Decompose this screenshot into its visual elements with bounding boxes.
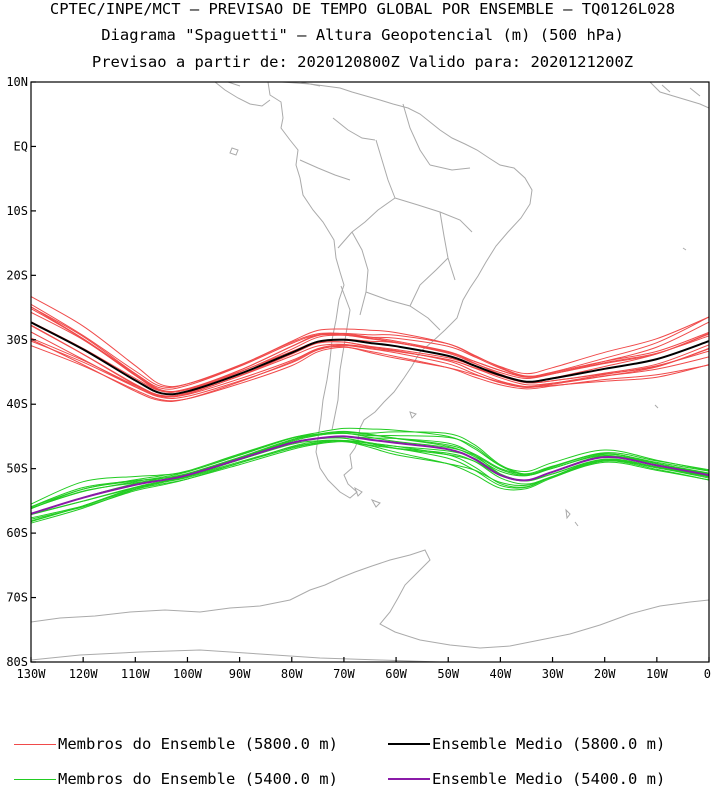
x-tick-label: 0 [704, 667, 711, 681]
y-tick-label: 10S [6, 204, 28, 218]
x-tick-label: 30W [542, 667, 564, 681]
x-tick-label: 80W [281, 667, 303, 681]
title-line-3: Previsao a partir de: 2020120800Z Valido… [91, 53, 634, 71]
country-borders [299, 103, 473, 431]
member-5800-line-1 [31, 296, 709, 388]
legend-swatch-members-5400 [14, 778, 56, 780]
central-america-coastline [214, 82, 709, 109]
legend-mean-5800: Ensemble Medio (5800.0 m) [388, 735, 665, 753]
legend-label-mean-5800: Ensemble Medio (5800.0 m) [432, 735, 666, 753]
island-outlines [229, 147, 687, 527]
y-tick-label: 60S [6, 526, 28, 540]
legend-label-members-5400: Membros do Ensemble (5400.0 m) [58, 770, 338, 788]
ensemble-mean-lines [31, 321, 709, 515]
mean-5800-line [31, 321, 709, 396]
title-line-2: Diagrama "Spaguetti" — Altura Geopotenci… [101, 26, 624, 44]
title-line-1: CPTEC/INPE/MCT — PREVISAO DE TEMPO GLOBA… [49, 0, 676, 18]
continent-outlines [31, 82, 709, 662]
x-tick-label: 90W [229, 667, 251, 681]
member-5400-line-14 [31, 439, 709, 519]
x-tick-label: 130W [17, 667, 47, 681]
x-tick-label: 50W [437, 667, 459, 681]
member-5400-line-2 [31, 440, 709, 520]
antarctica-coastline [31, 549, 709, 662]
x-tick-label: 100W [173, 667, 203, 681]
plot-frame [30, 81, 710, 663]
y-tick-label: 20S [6, 268, 28, 282]
member-5800-line-14 [31, 331, 709, 398]
legend-swatch-mean-5400 [388, 778, 430, 780]
member-5400-line-10 [31, 437, 709, 515]
member-5400-line-3 [31, 432, 709, 509]
legend-members-5800: Membros do Ensemble (5800.0 m) [14, 735, 338, 753]
x-tick-label: 70W [333, 667, 355, 681]
member-5800-line-11 [31, 321, 709, 393]
y-tick-label: 80S [6, 655, 28, 669]
members-5800-lines [31, 296, 709, 403]
legend-swatch-mean-5800 [388, 743, 430, 745]
x-tick-label: 120W [69, 667, 99, 681]
y-tick-label: 70S [6, 591, 28, 605]
x-tick-label: 110W [121, 667, 151, 681]
y-tick-label: 40S [6, 397, 28, 411]
x-tick-label: 20W [594, 667, 616, 681]
legend-swatch-members-5800 [14, 743, 56, 745]
members-5400-lines [31, 427, 709, 524]
member-5400-line-11 [31, 435, 709, 515]
mean-5400-line [31, 435, 709, 515]
south-america-coastline [267, 82, 533, 499]
member-5400-line-7 [31, 431, 709, 508]
member-5400-line-1 [31, 427, 709, 505]
x-tick-label: 40W [490, 667, 512, 681]
legend-label-members-5800: Membros do Ensemble (5800.0 m) [58, 735, 338, 753]
member-5400-line-12 [31, 441, 709, 524]
legend-mean-5400: Ensemble Medio (5400.0 m) [388, 770, 665, 788]
member-5800-line-13 [31, 308, 709, 393]
legend-members-5400: Membros do Ensemble (5400.0 m) [14, 770, 338, 788]
member-5400-line-13 [31, 432, 709, 509]
x-tick-label: 10W [646, 667, 668, 681]
y-tick-label: 50S [6, 462, 28, 476]
legend-label-mean-5400: Ensemble Medio (5400.0 m) [432, 770, 666, 788]
member-5800-line-12 [31, 345, 709, 402]
member-5800-line-10 [31, 324, 709, 397]
y-tick-label: EQ [14, 139, 28, 153]
y-tick-label: 30S [6, 333, 28, 347]
member-5800-line-9 [31, 306, 709, 393]
member-5800-line-6 [31, 325, 709, 398]
x-tick-label: 60W [385, 667, 407, 681]
y-tick-label: 10N [6, 75, 28, 89]
